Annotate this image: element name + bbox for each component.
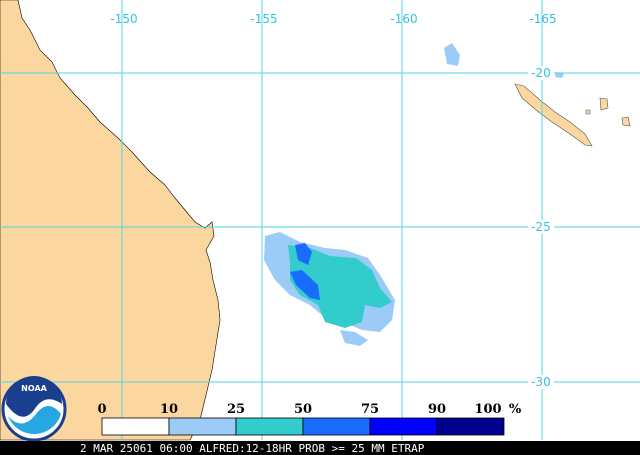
legend-swatch <box>436 417 505 436</box>
legend-swatch <box>168 417 237 436</box>
footer-bar <box>0 441 640 455</box>
island <box>621 116 631 127</box>
noaa-logo: NOAA <box>1 376 67 442</box>
legend-swatch <box>101 417 170 436</box>
legend-unit: % <box>509 402 522 417</box>
legend-label: 50 <box>294 402 312 417</box>
legend-label: 0 <box>97 402 106 417</box>
lat-label-bg <box>528 220 554 234</box>
legend-swatch <box>369 417 438 436</box>
precip-area <box>290 270 320 300</box>
precip-area <box>340 330 368 346</box>
island <box>585 109 591 115</box>
legend-swatch <box>235 417 304 436</box>
land-new-caledonia <box>514 83 593 147</box>
lon-labels: -150 -155 -160 -165 <box>110 12 556 26</box>
lon-label: -160 <box>390 12 417 26</box>
legend-label: 25 <box>227 402 245 417</box>
legend-label: 10 <box>160 402 178 417</box>
lon-label: -150 <box>110 12 137 26</box>
legend-label: 75 <box>361 402 379 417</box>
legend-label: 90 <box>428 402 446 417</box>
precip-area <box>444 43 460 66</box>
lat-label-bg <box>528 66 554 80</box>
lat-label: -20 <box>531 66 551 80</box>
lon-label: -155 <box>250 12 277 26</box>
legend-swatch <box>302 417 371 436</box>
lat-label: -30 <box>531 375 551 389</box>
legend-label: 100 <box>474 402 501 417</box>
precip-area <box>288 245 392 328</box>
island <box>599 97 609 111</box>
lat-label-bg <box>528 375 554 389</box>
footer-text: 2 MAR 25061 06:00 ALFRED:12-18HR PROB >=… <box>80 442 425 455</box>
legend: 0 10 25 50 75 90 100% <box>97 402 522 436</box>
lon-label: -165 <box>529 12 556 26</box>
lat-label: -25 <box>531 220 551 234</box>
land-australia <box>0 0 221 441</box>
logo-text: NOAA <box>21 384 47 393</box>
precip-area <box>295 243 312 265</box>
lat-labels: -20 -25 -30 <box>528 66 554 389</box>
